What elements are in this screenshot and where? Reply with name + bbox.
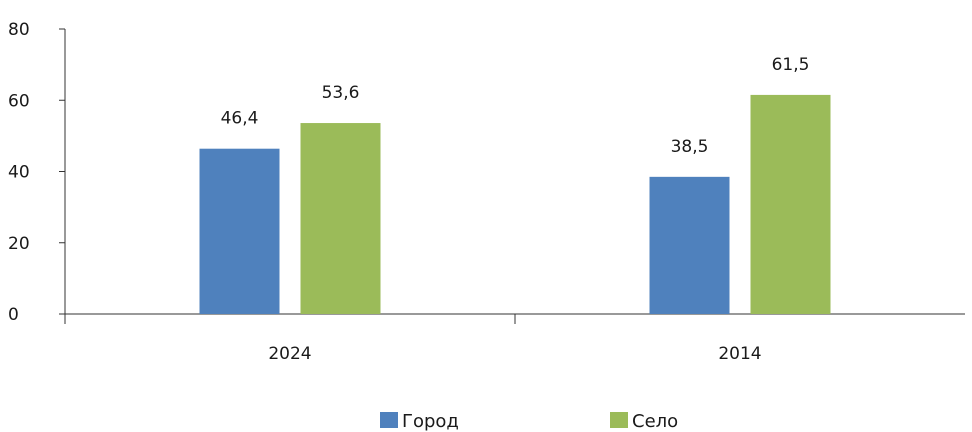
y-tick-label: 20 (8, 234, 30, 254)
y-axis: 0 20 40 60 80 (8, 20, 66, 325)
bar (750, 94, 831, 314)
data-label: 38,5 (671, 137, 709, 157)
legend-swatch (610, 412, 628, 428)
bar (199, 148, 280, 314)
x-tick-label: 2024 (268, 344, 311, 364)
bar (300, 123, 381, 314)
legend-label: Город (402, 411, 459, 432)
data-label: 61,5 (772, 55, 810, 75)
y-tick-label: 40 (8, 163, 30, 183)
bars (199, 94, 831, 314)
data-labels: 46,4 53,6 38,5 61,5 (221, 55, 810, 157)
y-tick-label: 80 (8, 20, 30, 40)
bar (649, 176, 730, 314)
legend-label: Село (632, 411, 678, 432)
y-tick-label: 0 (8, 305, 19, 325)
data-label: 53,6 (322, 83, 360, 103)
y-tick-label: 60 (8, 91, 30, 111)
legend: Город Село (380, 411, 678, 432)
x-axis: 2024 2014 (65, 313, 965, 364)
legend-swatch (380, 412, 398, 428)
x-tick-label: 2014 (718, 344, 761, 364)
data-label: 46,4 (221, 109, 259, 129)
